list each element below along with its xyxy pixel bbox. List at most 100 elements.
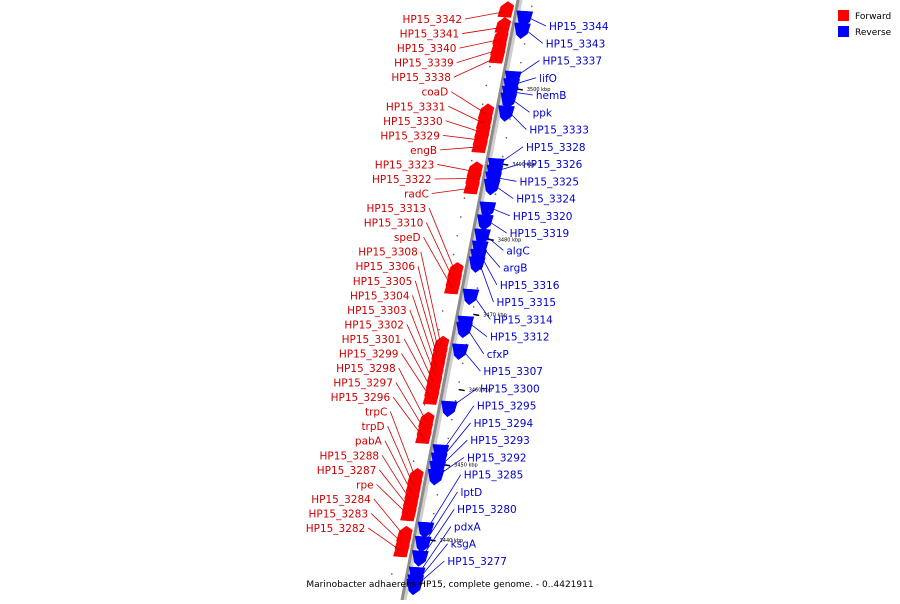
reverse-gene-block [514, 22, 531, 40]
reverse-gene-label: HP15_3285 [464, 470, 524, 482]
forward-leader-line [376, 484, 409, 516]
reverse-gene-block [498, 105, 515, 122]
forward-leader-line [403, 338, 433, 392]
reverse-gene-label: cfxP [487, 349, 509, 361]
scale-dot [485, 84, 488, 87]
forward-leader-line [384, 440, 413, 495]
reverse-leader-line [489, 207, 511, 217]
reverse-gene-label: HP15_3319 [510, 228, 570, 240]
reverse-gene-label: ppk [533, 107, 553, 119]
forward-gene-label: engB [410, 145, 437, 157]
forward-leader-line [379, 469, 411, 509]
forward-gene-label: HP15_3284 [311, 494, 371, 506]
forward-leader-line [412, 295, 438, 369]
reverse-gene-label: HP15_3293 [470, 435, 530, 447]
reverse-leader-line [524, 28, 543, 44]
reverse-gene-label: HP15_3343 [546, 38, 606, 50]
reverse-leader-line [512, 91, 533, 96]
scale-dot [523, 43, 526, 45]
scale-dot [438, 328, 440, 331]
tick-label: 3500 kbp [527, 87, 551, 93]
reverse-gene-block [456, 321, 473, 339]
reverse-gene-block [462, 288, 480, 306]
forward-gene-block [497, 1, 515, 18]
reverse-leader-line [466, 327, 485, 355]
scale-dot [472, 306, 475, 308]
forward-gene-label: HP15_3304 [350, 290, 410, 302]
scale-dot [481, 103, 484, 106]
reverse-leader-line [418, 526, 452, 574]
forward-leader-line [434, 177, 474, 180]
forward-leader-line [448, 105, 485, 124]
forward-leader-line [406, 324, 435, 384]
forward-gene-block [400, 504, 417, 522]
forward-gene-label: HP15_3282 [306, 523, 366, 535]
reverse-leader-line [526, 16, 547, 27]
tick-label: 3490 kbp [512, 162, 536, 168]
forward-gene-block [463, 177, 480, 195]
forward-gene-label: HP15_3323 [375, 159, 435, 171]
scale-dot [461, 362, 464, 365]
forward-gene-label: HP15_3296 [331, 392, 391, 404]
forward-leader-line [368, 527, 402, 552]
reverse-gene-label: algC [506, 245, 529, 257]
forward-gene-label: HP15_3310 [364, 218, 424, 230]
reverse-gene-label: pdxA [454, 521, 482, 533]
scale-dot [470, 159, 473, 162]
forward-leader-line [428, 207, 456, 273]
forward-leader-line [442, 134, 481, 141]
forward-gene-label: HP15_3308 [358, 247, 418, 259]
reverse-gene-label: HP15_3315 [497, 297, 557, 309]
forward-gene-label: HP15_3298 [336, 363, 396, 375]
reverse-gene-block [477, 214, 494, 231]
forward-gene-label: HP15_3313 [367, 203, 427, 215]
forward-leader-line [431, 187, 472, 194]
reverse-gene-block [483, 178, 501, 196]
reverse-leader-line [496, 163, 520, 172]
forward-leader-line [398, 367, 427, 423]
scale-dot [476, 287, 479, 289]
backbone-line [400, 0, 520, 601]
forward-leader-line [464, 11, 506, 20]
tick-label: 3450 kbp [454, 463, 478, 469]
forward-leader-line [456, 49, 499, 64]
tick-mark [502, 163, 509, 166]
reverse-leader-line [484, 234, 504, 251]
reverse-gene-label: HP15_3314 [493, 314, 553, 326]
forward-gene-label: HP15_3329 [380, 130, 440, 142]
forward-gene-label: HP15_3340 [397, 43, 457, 55]
forward-leader-line [417, 266, 440, 355]
forward-gene-block [471, 136, 488, 154]
forward-gene-label: rpe [356, 479, 373, 491]
forward-leader-line [373, 498, 405, 537]
legend-forward-label: Forward [855, 12, 891, 22]
reverse-gene-label: lifO [539, 73, 557, 85]
tick-label: 3480 kbp [498, 237, 522, 243]
reverse-gene-label: HP15_3316 [500, 280, 560, 292]
scale-dot [531, 5, 533, 8]
reverse-leader-line [514, 60, 540, 78]
reverse-leader-line [416, 560, 445, 586]
forward-genes: HP15_3342 HP15_3341 HP15_3340 HP15_3339 HP15… [306, 1, 515, 558]
forward-leader-line [395, 382, 426, 431]
forward-gene-label: pabA [355, 436, 383, 448]
forward-gene-label: HP15_3299 [339, 348, 399, 360]
forward-leader-line [370, 513, 404, 544]
forward-gene-block [494, 16, 512, 34]
reverse-gene-label: hemB [536, 90, 567, 102]
scale-dot [432, 512, 435, 515]
scale-dot [441, 310, 444, 312]
reverse-gene-block [414, 535, 432, 553]
reverse-gene-label: HP15_3325 [519, 176, 579, 188]
forward-gene-label: HP15_3339 [394, 58, 454, 70]
reverse-leader-line [478, 262, 494, 303]
reverse-gene-block [452, 343, 469, 361]
forward-gene-label: HP15_3330 [383, 116, 443, 128]
forward-leader-line [414, 280, 439, 361]
reverse-leader-line [417, 543, 448, 581]
reverse-gene-label: HP15_3320 [513, 211, 573, 223]
forward-gene-label: trpD [361, 421, 384, 433]
reverse-gene-label: HP15_3307 [483, 366, 543, 378]
scale-dot [456, 234, 459, 237]
